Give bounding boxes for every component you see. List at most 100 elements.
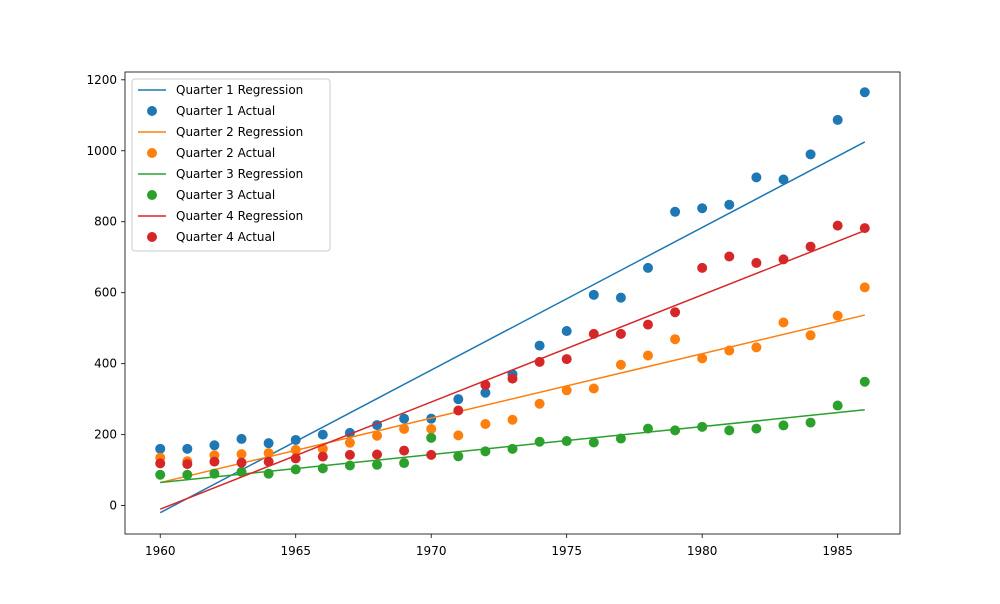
regression-line: [159, 141, 866, 514]
data-point: [561, 436, 572, 447]
data-point: [642, 319, 653, 330]
data-point: [642, 423, 653, 434]
data-point: [317, 429, 328, 440]
data-point: [805, 417, 816, 428]
legend: Quarter 1 Regression Quarter 1 Actual Quar…: [131, 78, 331, 252]
data-point: [263, 456, 274, 467]
data-point: [534, 398, 545, 409]
data-point: [724, 345, 735, 356]
data-point: [588, 437, 599, 448]
data-point: [426, 423, 437, 434]
data-point: [778, 420, 789, 431]
data-point: [263, 438, 274, 449]
y-tick-label: 1000: [86, 144, 117, 158]
x-tick-label: 1970: [416, 544, 447, 558]
data-point: [697, 203, 708, 214]
y-tick-label: 600: [94, 286, 117, 300]
data-point: [317, 451, 328, 462]
data-point: [507, 373, 518, 384]
data-point: [588, 383, 599, 394]
data-point: [480, 419, 491, 429]
data-point: [155, 443, 166, 454]
data-point: [263, 448, 274, 459]
legend-label: Quarter 1 Regression: [176, 83, 303, 97]
data-point: [805, 330, 816, 341]
x-tick-label: 1960: [145, 544, 176, 558]
data-point: [182, 469, 193, 480]
data-point: [426, 449, 437, 460]
data-point: [155, 458, 166, 469]
data-point: [751, 423, 762, 434]
data-point: [209, 468, 220, 479]
data-point: [182, 459, 193, 470]
data-point: [859, 87, 870, 98]
plot-area: [155, 87, 870, 514]
data-point: [453, 451, 464, 462]
data-point: [399, 458, 410, 469]
data-point: [615, 359, 626, 370]
data-point: [344, 437, 355, 448]
regression-line: [159, 229, 866, 510]
data-point: [290, 434, 301, 445]
x-tick-label: 1965: [280, 544, 311, 558]
data-point: [615, 292, 626, 303]
data-point: [615, 433, 626, 444]
data-point: [290, 464, 301, 475]
data-point: [453, 394, 464, 405]
data-point: [670, 334, 681, 345]
data-point: [832, 310, 843, 321]
data-point: [697, 262, 708, 273]
data-point: [236, 466, 247, 477]
data-point: [859, 223, 870, 234]
x-tick-label: 1985: [822, 544, 853, 558]
data-point: [344, 449, 355, 460]
data-point: [778, 174, 789, 185]
legend-box: [131, 78, 331, 252]
legend-marker-swatch: [147, 106, 157, 116]
data-point: [507, 443, 518, 454]
data-point: [859, 282, 870, 293]
legend-label: Quarter 2 Regression: [176, 125, 303, 139]
data-point: [534, 340, 545, 351]
data-point: [236, 449, 247, 460]
data-point: [832, 220, 843, 231]
data-point: [778, 317, 789, 328]
data-point: [561, 354, 572, 365]
legend-label: Quarter 1 Actual: [176, 104, 275, 118]
series-4: [155, 220, 870, 510]
y-tick-label: 1200: [86, 73, 117, 87]
data-point: [751, 172, 762, 183]
data-point: [561, 326, 572, 337]
data-point: [561, 385, 572, 396]
legend-label: Quarter 2 Actual: [176, 146, 275, 160]
data-point: [399, 445, 410, 456]
data-point: [724, 199, 735, 210]
series-2: [155, 282, 870, 484]
data-point: [155, 469, 166, 480]
axes-frame: [124, 71, 901, 535]
data-point: [372, 430, 383, 441]
data-point: [480, 387, 491, 398]
data-point: [263, 468, 274, 479]
data-point: [588, 289, 599, 300]
data-point: [859, 376, 870, 387]
data-point: [209, 440, 220, 451]
data-point: [778, 254, 789, 265]
data-point: [453, 430, 464, 441]
data-point: [372, 449, 383, 460]
data-point: [209, 456, 220, 467]
data-point: [507, 414, 518, 425]
data-point: [805, 149, 816, 160]
y-tick-label: 200: [94, 428, 117, 442]
legend-label: Quarter 4 Regression: [176, 209, 303, 223]
data-point: [290, 444, 301, 455]
data-point: [642, 350, 653, 361]
x-tick-label: 1975: [551, 544, 582, 558]
legend-marker-swatch: [147, 190, 157, 200]
data-point: [751, 257, 762, 268]
data-point: [642, 262, 653, 273]
data-point: [534, 436, 545, 447]
data-point: [236, 433, 247, 444]
data-point: [697, 421, 708, 432]
